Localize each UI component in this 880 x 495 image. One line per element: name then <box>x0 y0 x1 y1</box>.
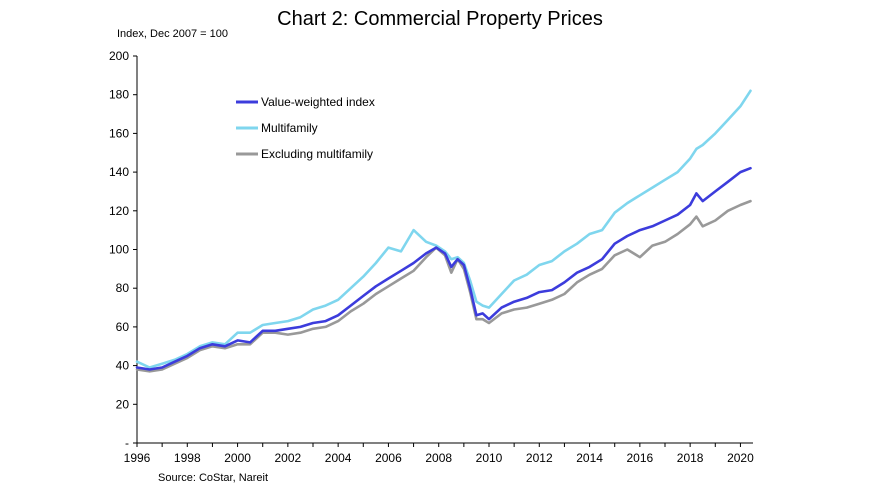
y-axis: - 20 40 60 80 100 120 140 160 180 200 <box>109 49 137 450</box>
y-tick-label: - <box>125 436 129 450</box>
x-tick-label: 2002 <box>275 451 302 465</box>
y-tick-label: 20 <box>116 397 130 411</box>
y-tick-label: 160 <box>109 126 129 140</box>
y-tick-label: 140 <box>109 165 129 179</box>
x-tick-label: 2020 <box>727 451 754 465</box>
legend: Value-weighted index Multifamily Excluding… <box>236 95 375 161</box>
series-line-excluding-multifamily <box>135 199 752 373</box>
legend-label: Multifamily <box>261 121 318 135</box>
y-tick-label: 180 <box>109 88 129 102</box>
x-tick-label: 2016 <box>627 451 654 465</box>
legend-label: Value-weighted index <box>261 95 375 109</box>
source-note: Source: CoStar, Nareit <box>158 472 269 484</box>
x-tick-label: 2014 <box>576 451 603 465</box>
x-tick-label: 2004 <box>325 451 352 465</box>
x-tick-label: 1998 <box>174 451 201 465</box>
x-tick-label: 2006 <box>375 451 402 465</box>
y-tick-label: 100 <box>109 243 129 257</box>
x-tick-label: 2008 <box>425 451 452 465</box>
x-tick-label: 1996 <box>124 451 151 465</box>
y-tick-label: 200 <box>109 49 129 63</box>
y-tick-label: 60 <box>116 320 130 334</box>
series-line-value-weighted-index <box>135 166 752 371</box>
y-tick-label: 80 <box>116 281 130 295</box>
y-axis-label: Index, Dec 2007 = 100 <box>117 28 228 40</box>
series-layer <box>135 89 752 373</box>
y-tick-label: 40 <box>116 359 130 373</box>
series-line-multifamily <box>135 89 752 369</box>
x-tick-label: 2000 <box>224 451 251 465</box>
legend-label: Excluding multifamily <box>261 147 373 161</box>
y-tick-label: 120 <box>109 204 129 218</box>
axes <box>136 56 753 444</box>
chart-title: Chart 2: Commercial Property Prices <box>277 8 603 30</box>
x-tick-label: 2010 <box>476 451 503 465</box>
x-tick-label: 2012 <box>526 451 553 465</box>
x-axis: 1996 1998 2000 2002 2004 2006 2008 2010 2012 2014… <box>124 443 754 465</box>
x-tick-label: 2018 <box>677 451 704 465</box>
